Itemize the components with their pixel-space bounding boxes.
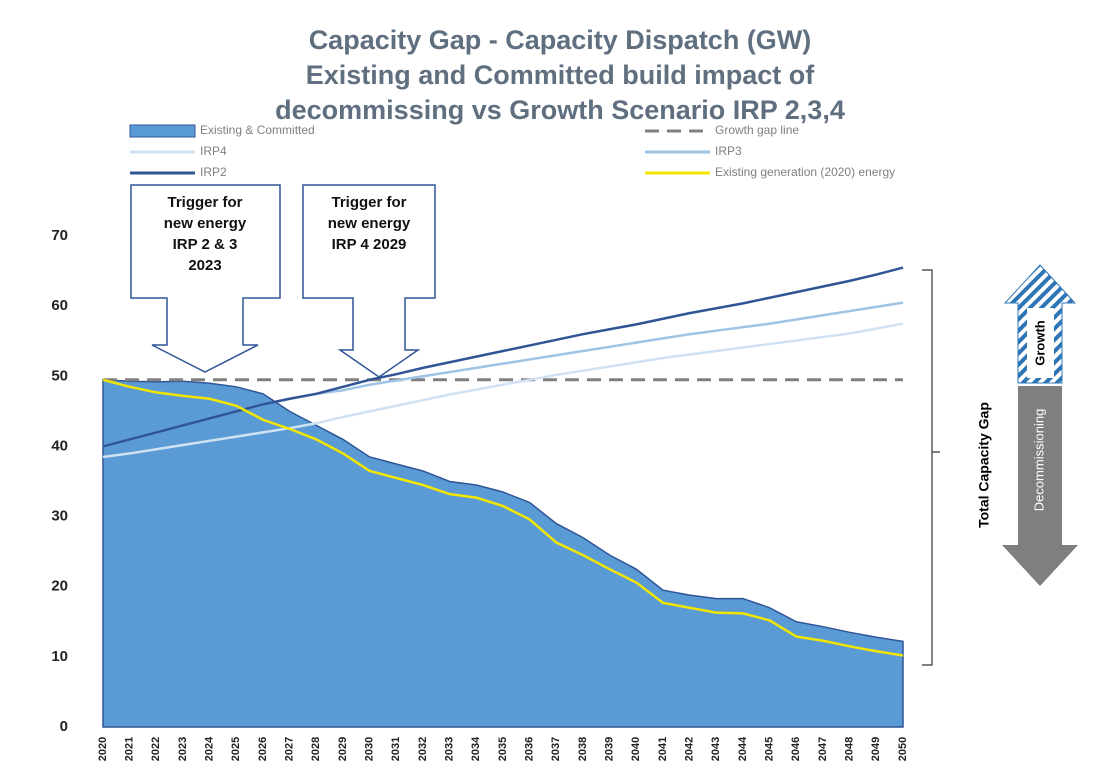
x-tick-label: 2034 [470, 736, 482, 761]
y-tick-label: 10 [51, 648, 68, 665]
line [102, 378, 904, 657]
callout-text: Trigger for [167, 194, 242, 211]
x-tick-label: 2036 [524, 737, 536, 761]
x-tick-label: 2047 [817, 737, 829, 761]
callout-text: IRP 2 & 3 [173, 236, 238, 253]
gap-bracket [922, 269, 940, 666]
x-tick-label: 2038 [577, 737, 589, 761]
growth-label: Growth [1032, 320, 1047, 366]
x-tick-label: 2028 [310, 737, 322, 761]
y-tick-label: 60 [51, 297, 68, 314]
legend-label: IRP2 [200, 165, 227, 179]
x-tick-label: 2025 [230, 737, 242, 761]
y-tick-label: 40 [51, 437, 68, 454]
x-tick-label: 2027 [284, 737, 296, 761]
x-tick-label: 2022 [150, 737, 162, 761]
callout-text: new energy [164, 215, 247, 232]
x-tick-label: 2023 [177, 737, 189, 761]
y-tick-label: 50 [51, 367, 68, 384]
x-tick-label: 2048 [844, 737, 856, 761]
x-tick-label: 2031 [390, 737, 402, 761]
callout-arrow [130, 184, 281, 373]
callout-text: IRP 4 2029 [332, 236, 407, 253]
callout-text: new energy [328, 215, 411, 232]
legend-label: Existing generation (2020) energy [715, 165, 895, 179]
plot-area [95, 235, 904, 728]
line [102, 322, 904, 459]
x-tick-label: 2030 [364, 737, 376, 761]
gap-label: Total Capacity Gap [976, 402, 992, 528]
x-tick-label: 2035 [497, 737, 509, 761]
decommissioning-label: Decommissioning [1031, 409, 1046, 512]
legend-label: Existing & Committed [200, 123, 315, 137]
x-tick-label: 2039 [604, 737, 616, 761]
callout-text: 2023 [188, 257, 221, 274]
chart-title: decommissing vs Growth Scenario IRP 2,3,… [275, 95, 845, 125]
x-tick-label: 2044 [737, 736, 749, 761]
x-tick-label: 2042 [684, 737, 696, 761]
chart-title: Existing and Committed build impact of [306, 60, 816, 90]
y-tick-label: 20 [51, 578, 68, 595]
legend-label: Growth gap line [715, 123, 799, 137]
x-tick-label: 2043 [710, 737, 722, 761]
line [102, 266, 904, 448]
x-tick-label: 2050 [897, 737, 909, 761]
legend-label: IRP4 [200, 144, 227, 158]
legend-swatch [129, 124, 196, 138]
chart-title: Capacity Gap - Capacity Dispatch (GW) [309, 25, 812, 55]
callouts: Trigger for new energy IRP 2 & 3 2023 Trigge… [164, 194, 411, 274]
area [102, 379, 904, 728]
x-tick-label: 2049 [870, 737, 882, 761]
y-tick-label: 30 [51, 508, 68, 525]
x-tick-label: 2029 [337, 737, 349, 761]
x-tick-label: 2040 [630, 737, 642, 761]
x-tick-label: 2033 [444, 737, 456, 761]
x-tick-label: 2046 [790, 737, 802, 761]
x-tick-label: 2037 [550, 737, 562, 761]
callout-arrow [302, 184, 436, 378]
legend-label: IRP3 [715, 144, 742, 158]
x-tick-label: 2020 [97, 737, 109, 761]
decommissioning-arrow [1002, 386, 1078, 586]
y-tick-label: 0 [60, 718, 68, 735]
callout-text: Trigger for [331, 194, 406, 211]
growth-label-bg [1027, 308, 1054, 378]
x-tick-label: 2024 [204, 736, 216, 761]
x-tick-label: 2032 [417, 737, 429, 761]
x-tick-label: 2045 [764, 737, 776, 761]
x-tick-label: 2021 [124, 737, 136, 761]
x-tick-label: 2041 [657, 737, 669, 761]
y-tick-label: 70 [51, 227, 68, 244]
x-tick-label: 2026 [257, 737, 269, 761]
